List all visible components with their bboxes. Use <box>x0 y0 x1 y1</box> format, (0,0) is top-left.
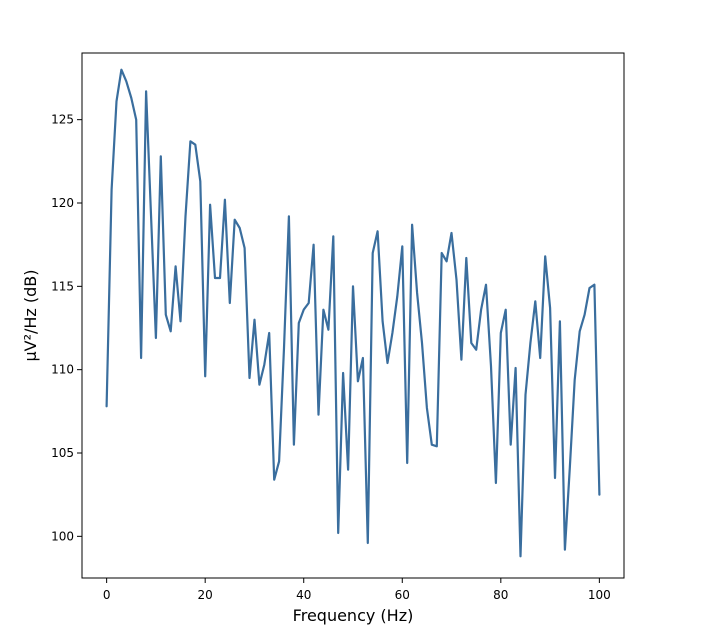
x-tick-label: 40 <box>296 588 311 602</box>
y-tick-label: 100 <box>51 529 74 543</box>
y-tick-label: 110 <box>51 363 74 377</box>
series-line-0 <box>105 68 601 558</box>
y-axis-label: µV²/Hz (dB) <box>21 269 40 361</box>
x-axis-label: Frequency (Hz) <box>293 606 414 625</box>
series-layer <box>105 68 601 558</box>
y-axis: 100 105 110 115 120 125 <box>51 113 82 543</box>
x-tick-label: 100 <box>588 588 611 602</box>
y-tick-label: 125 <box>51 113 74 127</box>
x-tick-label: 0 <box>103 588 111 602</box>
x-tick-label: 60 <box>395 588 410 602</box>
plot-frame <box>81 52 625 579</box>
x-tick-label: 20 <box>198 588 213 602</box>
x-axis: 0 20 40 60 80 100 <box>103 578 611 602</box>
y-tick-label: 120 <box>51 196 74 210</box>
y-tick-label: 105 <box>51 446 74 460</box>
y-tick-label: 115 <box>51 279 74 293</box>
x-tick-label: 80 <box>493 588 508 602</box>
